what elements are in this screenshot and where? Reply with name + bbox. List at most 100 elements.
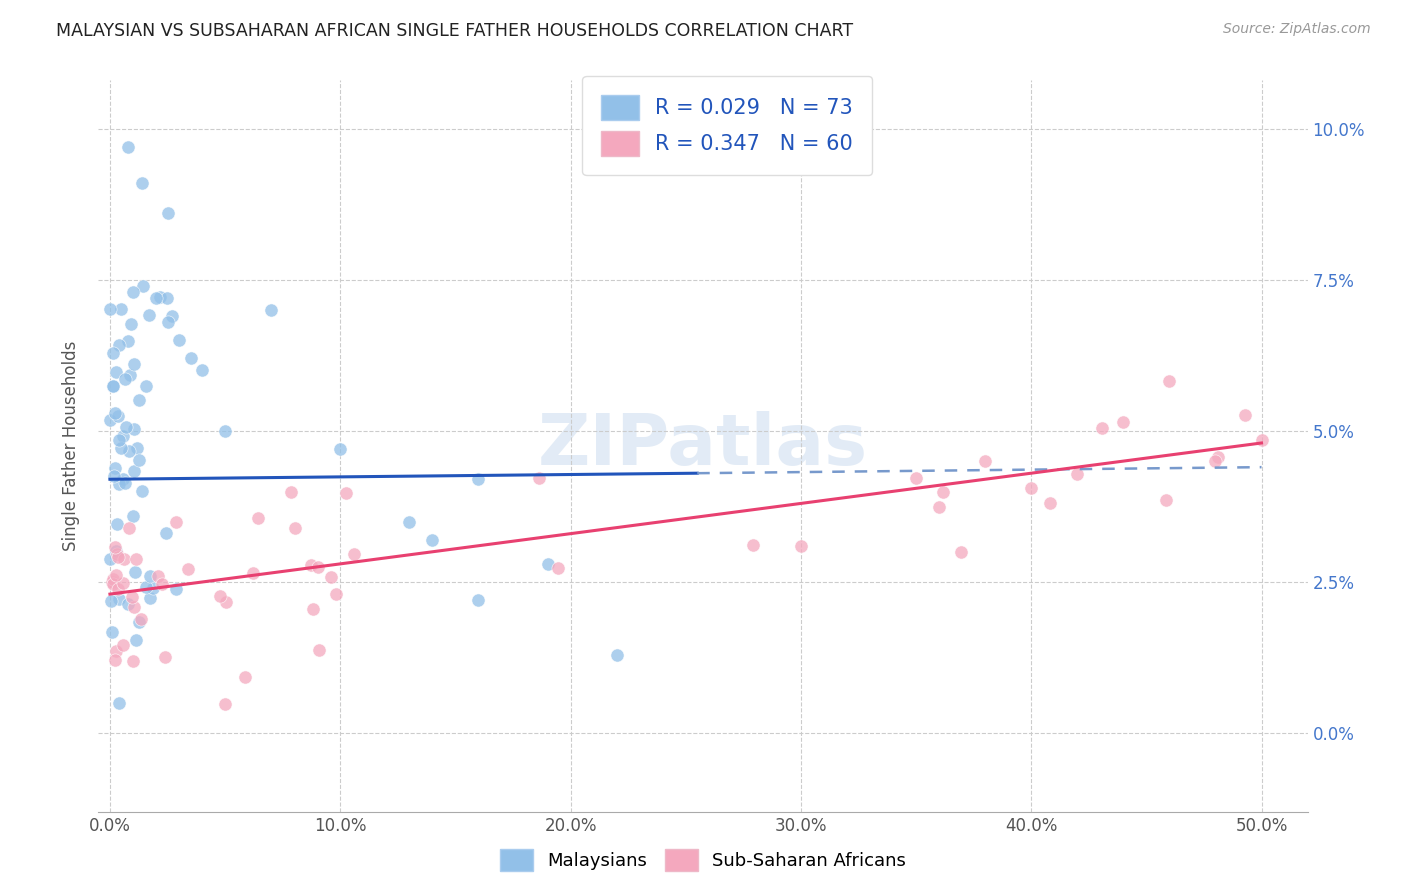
Point: [131, 176, 153, 190]
Point: [302, 602, 325, 616]
Point: [1159, 374, 1181, 388]
Point: [280, 485, 302, 500]
Point: [335, 485, 357, 500]
Point: [122, 509, 145, 524]
Point: [1154, 492, 1177, 507]
Point: [235, 670, 257, 684]
Point: [131, 484, 153, 499]
Point: [120, 317, 142, 331]
Y-axis label: Single Father Households: Single Father Households: [62, 341, 80, 551]
Point: [905, 470, 928, 484]
Point: [112, 551, 135, 566]
Point: [156, 291, 179, 305]
Point: [124, 566, 146, 580]
Text: Source: ZipAtlas.com: Source: ZipAtlas.com: [1223, 22, 1371, 37]
Point: [129, 612, 152, 626]
Point: [160, 309, 183, 323]
Point: [105, 547, 128, 561]
Point: [122, 285, 145, 300]
Point: [104, 544, 127, 558]
Point: [155, 526, 177, 541]
Point: [108, 477, 131, 491]
Point: [145, 291, 167, 305]
Point: [242, 566, 264, 580]
Point: [742, 538, 765, 552]
Point: [103, 652, 125, 666]
Point: [148, 569, 170, 583]
Legend: Malaysians, Sub-Saharan Africans: Malaysians, Sub-Saharan Africans: [494, 842, 912, 879]
Point: [142, 581, 165, 595]
Point: [139, 569, 162, 583]
Point: [118, 368, 141, 382]
Point: [121, 590, 143, 604]
Point: [214, 424, 236, 438]
Point: [329, 442, 352, 456]
Point: [128, 392, 150, 407]
Point: [103, 572, 125, 586]
Point: [467, 472, 489, 486]
Point: [308, 642, 330, 657]
Point: [931, 484, 953, 499]
Point: [284, 521, 307, 535]
Point: [165, 515, 187, 529]
Point: [135, 379, 157, 393]
Point: [122, 600, 145, 615]
Point: [247, 510, 270, 524]
Point: [101, 624, 124, 639]
Point: [118, 521, 141, 535]
Point: [98, 413, 121, 427]
Point: [108, 696, 131, 710]
Point: [1019, 481, 1042, 495]
Point: [1233, 408, 1256, 422]
Point: [111, 472, 134, 486]
Point: [167, 333, 190, 347]
Point: [156, 315, 179, 329]
Point: [117, 443, 139, 458]
Point: [606, 648, 628, 662]
Point: [1204, 453, 1226, 467]
Point: [165, 582, 187, 596]
Point: [321, 570, 343, 584]
Point: [107, 549, 129, 564]
Point: [127, 441, 149, 455]
Point: [103, 576, 125, 591]
Point: [125, 552, 148, 566]
Point: [107, 409, 129, 423]
Point: [928, 500, 950, 514]
Point: [117, 140, 139, 154]
Point: [108, 338, 131, 352]
Point: [122, 464, 145, 478]
Point: [149, 290, 172, 304]
Point: [1066, 467, 1088, 481]
Point: [398, 515, 420, 529]
Point: [111, 638, 134, 652]
Point: [98, 552, 121, 566]
Point: [214, 595, 236, 609]
Point: [260, 303, 283, 318]
Point: [138, 309, 160, 323]
Point: [950, 545, 973, 559]
Point: [124, 422, 146, 436]
Point: [527, 471, 550, 485]
Point: [122, 654, 145, 668]
Point: [110, 441, 132, 455]
Point: [128, 453, 150, 467]
Point: [138, 591, 160, 605]
Point: [122, 357, 145, 371]
Point: [150, 576, 173, 591]
Point: [125, 633, 148, 648]
Point: [180, 351, 202, 366]
Point: [128, 615, 150, 629]
Point: [114, 372, 136, 386]
Point: [156, 206, 179, 220]
Point: [117, 597, 139, 611]
Point: [103, 469, 125, 483]
Point: [104, 461, 127, 475]
Point: [112, 576, 135, 591]
Point: [135, 580, 157, 594]
Point: [100, 301, 122, 316]
Point: [108, 433, 131, 447]
Point: [1206, 450, 1229, 465]
Legend: R = 0.029   N = 73, R = 0.347   N = 60: R = 0.029 N = 73, R = 0.347 N = 60: [582, 76, 872, 175]
Point: [153, 649, 176, 664]
